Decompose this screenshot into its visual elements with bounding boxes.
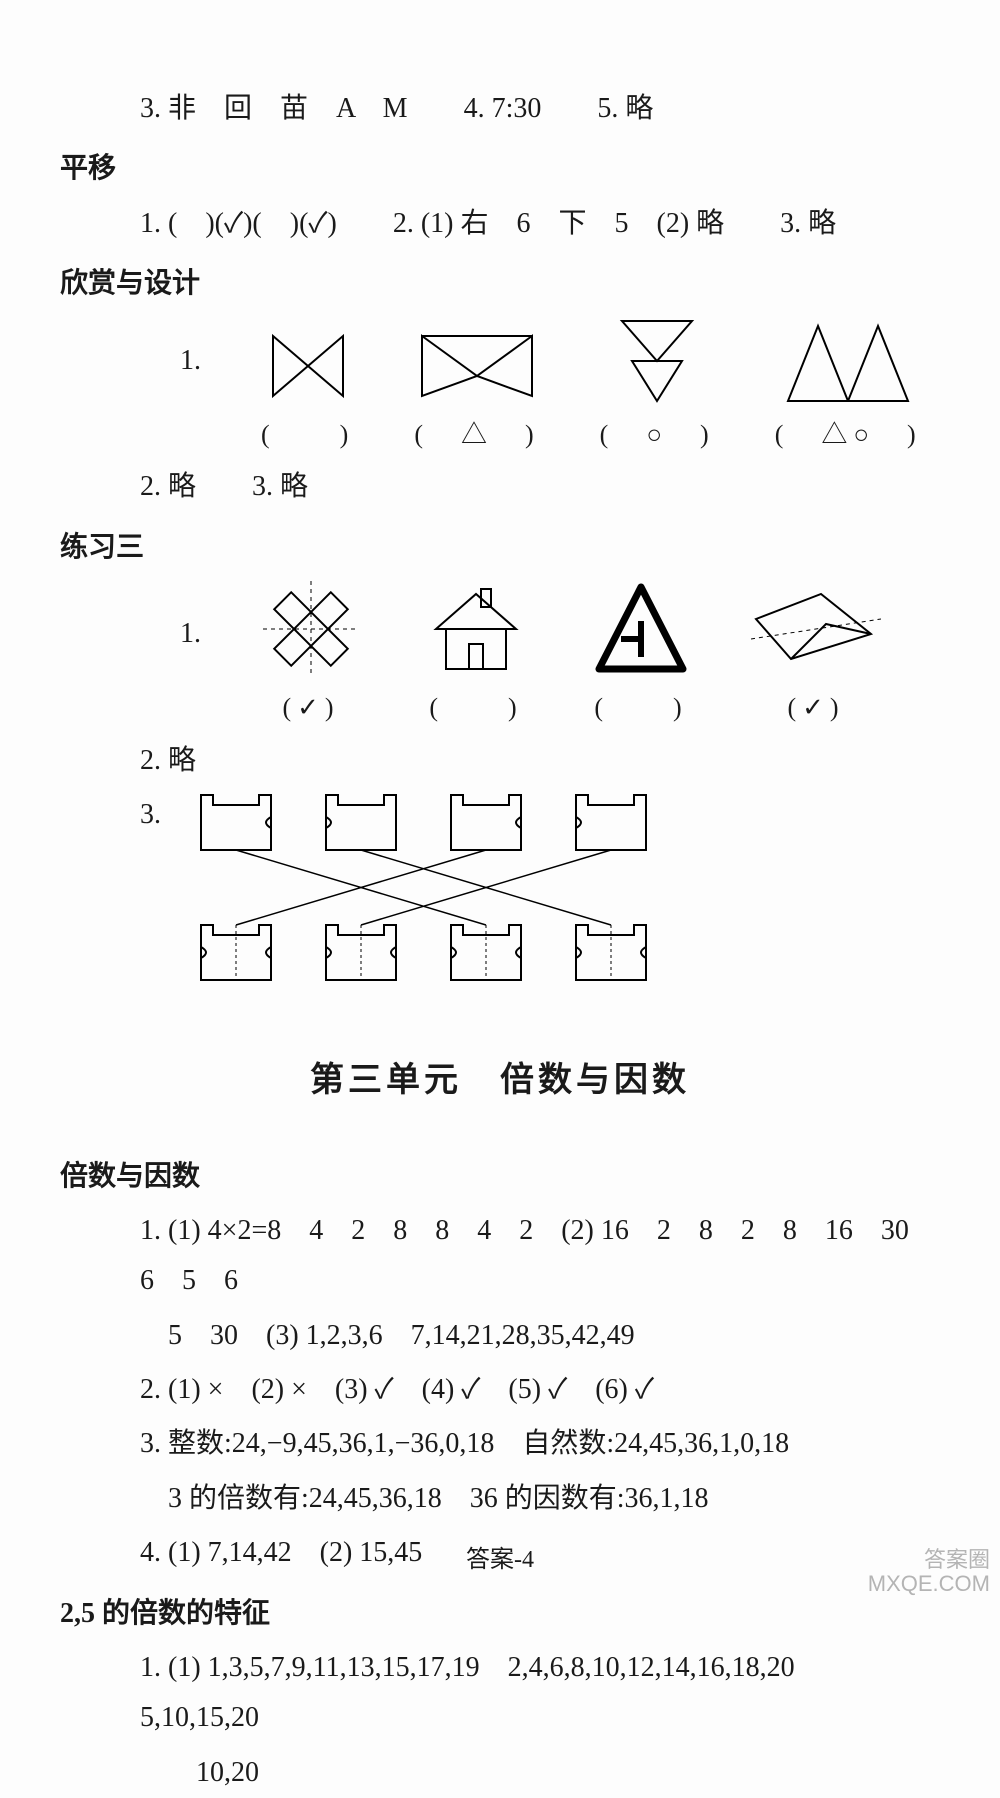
lcap-0: (✓) xyxy=(282,685,339,732)
house-icon xyxy=(421,579,531,679)
fig-cross: (✓) xyxy=(261,579,361,732)
xinshang-row: 1. ( ) ( △ ) ( ○ ) ( △○ ) xyxy=(60,316,940,459)
lcap-3: (✓) xyxy=(787,685,844,732)
fig-warnTri: ( ) xyxy=(591,579,691,732)
text-line: 1. (1) 1,3,5,7,9,11,13,15,17,19 2,4,6,8,… xyxy=(140,1643,940,1744)
cap-0: ( ) xyxy=(261,412,354,459)
top-line: 3. 非 回 苗 A M 4. 7:30 5. 略 xyxy=(60,84,940,134)
fig-twoTri: ( △○ ) xyxy=(775,316,922,459)
pingyi-line1: 1. ( )(✓)( )(✓) 2. (1) 右 6 下 5 (2) 略 3. … xyxy=(60,199,940,249)
lianxi3-q3-row: 3. xyxy=(60,790,940,990)
cap-1: ( △ ) xyxy=(414,412,539,459)
fig-hourglassH: ( △ ) xyxy=(414,326,539,459)
cross-icon xyxy=(261,579,361,679)
xinshang-line2: 2. 略 3. 略 xyxy=(60,462,940,512)
heading-25beishu: 2,5 的倍数的特征 xyxy=(60,1589,940,1639)
page: 3. 非 回 苗 A M 4. 7:30 5. 略 平移 1. ( )(✓)( … xyxy=(0,0,1000,1606)
page-footer: 答案-4 xyxy=(0,1539,1000,1582)
matching-diagram xyxy=(181,790,701,990)
text-line: 5 30 (3) 1,2,3,6 7,14,21,28,35,42,49 xyxy=(140,1311,940,1361)
lianxi3-line2: 2. 略 xyxy=(60,736,940,786)
dbltri-icon xyxy=(612,316,702,406)
section2-lines: 1. (1) 1,3,5,7,9,11,13,15,17,19 2,4,6,8,… xyxy=(60,1643,940,1798)
watermark: 答案圈 MXQE.COM xyxy=(868,1548,990,1596)
heading-lianxi3: 练习三 xyxy=(60,523,940,573)
lianxi3-row: 1. (✓) ( ) xyxy=(60,579,940,732)
fig-paper: (✓) xyxy=(751,589,881,732)
text-line: 1. (1) 4×2=8 4 2 8 8 4 2 (2) 16 2 8 2 8 … xyxy=(140,1206,940,1307)
section1-lines: 1. (1) 4×2=8 4 2 8 8 4 2 (2) 16 2 8 2 8 … xyxy=(60,1206,940,1579)
text-line: 10,20 xyxy=(140,1748,940,1798)
lianxi3-q3-label: 3. xyxy=(140,790,161,840)
text-line: 3 的倍数有:24,45,36,18 36 的因数有:36,1,18 xyxy=(140,1474,940,1524)
lcap-2: ( ) xyxy=(594,685,687,732)
heading-pingyi: 平移 xyxy=(60,144,940,194)
unit3-title: 第三单元 倍数与因数 xyxy=(60,1050,940,1111)
heading-beishu: 倍数与因数 xyxy=(60,1152,940,1202)
bowtie-icon xyxy=(263,326,353,406)
lianxi3-q1: 1. xyxy=(180,579,201,659)
cap-2: ( ○ ) xyxy=(600,412,715,459)
cap-3: ( △○ ) xyxy=(775,412,922,459)
hourglassH-icon xyxy=(417,326,537,406)
fig-house: ( ) xyxy=(421,579,531,732)
lcap-1: ( ) xyxy=(429,685,522,732)
fig-dbltri: ( ○ ) xyxy=(600,316,715,459)
heading-xinshang: 欣赏与设计 xyxy=(60,259,940,309)
text-line: 2. (1) × (2) × (3) ✓ (4) ✓ (5) ✓ (6) ✓ xyxy=(140,1365,940,1415)
twoTri-icon xyxy=(783,316,913,406)
warnTri-icon xyxy=(591,579,691,679)
watermark-top: 答案圈 xyxy=(868,1548,990,1572)
q1-label: 1. xyxy=(180,316,201,386)
paper-icon xyxy=(751,589,881,679)
text-line: 3. 整数:24,−9,45,36,1,−36,0,18 自然数:24,45,3… xyxy=(140,1419,940,1469)
fig-bowtie: ( ) xyxy=(261,326,354,459)
watermark-bottom: MXQE.COM xyxy=(868,1572,990,1596)
